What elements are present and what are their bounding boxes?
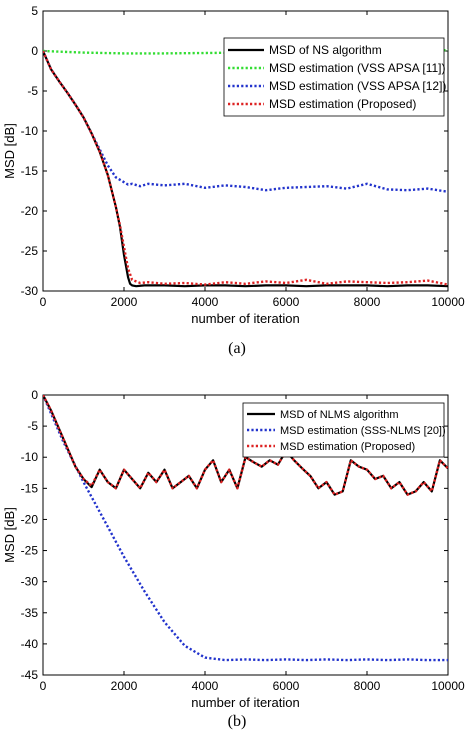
legend-label: MSD estimation (Proposed) [280,441,415,453]
legend-box [242,402,445,458]
legend: MSD of NLMS algorithm MSD estimation (SSS… [242,402,446,458]
x-tick-label: 6000 [273,295,300,309]
y-tick-label: -5 [27,84,38,98]
x-tick-label: 4000 [192,295,219,309]
legend-label: MSD estimation (VSS APSA [12]) [269,79,446,93]
legend-label: MSD estimation (Proposed) [269,97,416,111]
x-tick-label: 4000 [192,679,219,693]
x-axis-label: number of iteration [191,311,299,326]
x-tick-label: 8000 [354,679,381,693]
x-tick-label: 0 [40,295,47,309]
x-tick-label: 2000 [111,679,138,693]
series-line-4 [43,50,448,286]
legend: MSD of NS algorithm MSD estimation (VSS A… [223,37,446,117]
x-axis-label: number of iteration [191,695,299,710]
x-tick-label: 6000 [273,679,300,693]
y-tick-label: -20 [21,512,39,526]
x-tick-label: 8000 [354,295,381,309]
y-tick-label: -15 [21,164,39,178]
y-axis-label: MSD [dB] [2,507,17,563]
caption-b: (b) [227,713,247,730]
series-line-2 [43,395,448,662]
legend-label: MSD of NS algorithm [269,43,382,57]
y-tick-label: -40 [21,637,39,651]
y-tick-label: 0 [31,388,38,402]
chart-panel-b: 0 2000 4000 6000 8000 10000 0 -5 -10 -15 -20 -25 -30… [2,388,465,710]
y-tick-label: -25 [21,544,39,558]
y-tick-label: -35 [21,606,39,620]
x-tick-label: 10000 [431,679,465,693]
legend-label: MSD of NLMS algorithm [280,409,399,421]
y-tick-label: -20 [21,204,39,218]
x-tick-label: 2000 [111,295,138,309]
y-axis-label: MSD [dB] [2,123,17,179]
y-tick-label: 5 [31,4,38,18]
y-tick-label: -10 [21,450,39,464]
y-tick-label: -25 [21,244,39,258]
y-tick-label: -30 [21,284,39,298]
chart-panel-a: 0 2000 4000 6000 8000 10000 5 0 -5 -10 -15 -20 -25 -3… [2,4,465,326]
y-tick-label: -10 [21,124,39,138]
y-tick-label: -30 [21,575,39,589]
y-tick-label: -15 [21,481,39,495]
x-tick-label: 0 [40,679,47,693]
legend-label: MSD estimation (SSS-NLMS [20]) [280,425,446,437]
x-tick-label: 10000 [431,295,465,309]
y-tick-label: -45 [21,668,39,682]
legend-label: MSD estimation (VSS APSA [11]) [269,61,446,75]
y-tick-label: 0 [31,44,38,58]
y-tick-label: -5 [27,419,38,433]
caption-a: (a) [228,340,246,357]
